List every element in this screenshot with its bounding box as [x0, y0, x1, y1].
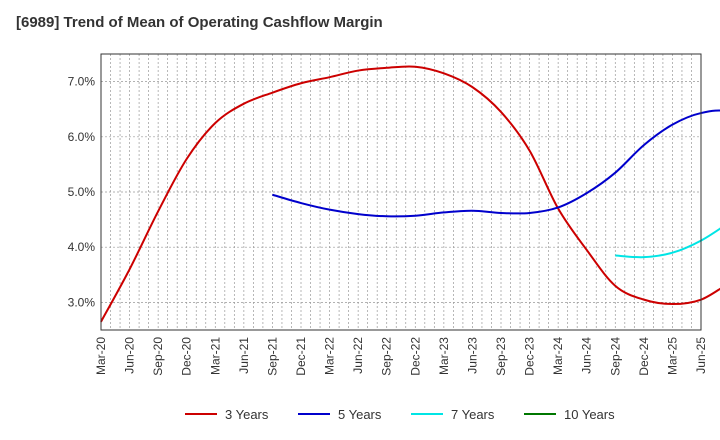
series-line-7-years: [615, 227, 720, 259]
y-tick-label: 4.0%: [68, 240, 96, 254]
chart-title: [6989] Trend of Mean of Operating Cashfl…: [16, 14, 383, 31]
x-tick-label: Jun-21: [237, 337, 251, 374]
x-tick-label: Dec-23: [523, 337, 537, 376]
y-tick-label: 5.0%: [68, 185, 96, 199]
x-tick-label: Mar-25: [665, 337, 679, 375]
x-tick-label: Sep-23: [494, 337, 508, 376]
series-lines: [100, 65, 720, 323]
y-tick-label: 3.0%: [68, 295, 96, 309]
x-tick-label: Sep-24: [608, 337, 622, 376]
plot-frame: [100, 53, 702, 331]
grid-lines: [100, 54, 702, 330]
x-tick-label: Mar-22: [323, 337, 337, 375]
x-tick-label: Jun-23: [465, 337, 479, 374]
x-tick-label: Mar-24: [551, 337, 565, 375]
x-tick-label: Jun-24: [580, 337, 594, 374]
x-tick-label: Jun-20: [123, 337, 137, 374]
x-tick-label: Jun-22: [351, 337, 365, 374]
legend-label: 3 Years: [225, 407, 269, 422]
x-tick-label: Mar-23: [437, 337, 451, 375]
x-tick-label: Jun-25: [694, 337, 708, 374]
x-tick-label: Mar-20: [94, 337, 108, 375]
legend: 3 Years 5 Years 7 Years 10 Years: [185, 407, 615, 422]
x-tick-label: Dec-24: [637, 337, 651, 376]
series-line-3-years: [100, 65, 720, 323]
series-line-5-years: [272, 109, 720, 218]
legend-label: 10 Years: [564, 407, 615, 422]
y-tick-label: 7.0%: [68, 75, 96, 89]
x-axis-labels: Mar-20 Jun-20 Sep-20 Dec-20 Mar-21 Jun-21 Sep-…: [94, 337, 708, 376]
x-tick-label: Sep-20: [151, 337, 165, 376]
x-tick-label: Dec-20: [180, 337, 194, 376]
y-tick-label: 6.0%: [68, 130, 96, 144]
x-tick-label: Sep-22: [380, 337, 394, 376]
legend-label: 5 Years: [338, 407, 382, 422]
y-axis-labels: 3.0% 4.0% 5.0% 6.0% 7.0%: [68, 75, 96, 310]
x-tick-label: Sep-21: [265, 337, 279, 376]
legend-label: 7 Years: [451, 407, 495, 422]
x-tick-label: Dec-21: [294, 337, 308, 376]
x-tick-label: Dec-22: [408, 337, 422, 376]
x-tick-label: Mar-21: [208, 337, 222, 375]
